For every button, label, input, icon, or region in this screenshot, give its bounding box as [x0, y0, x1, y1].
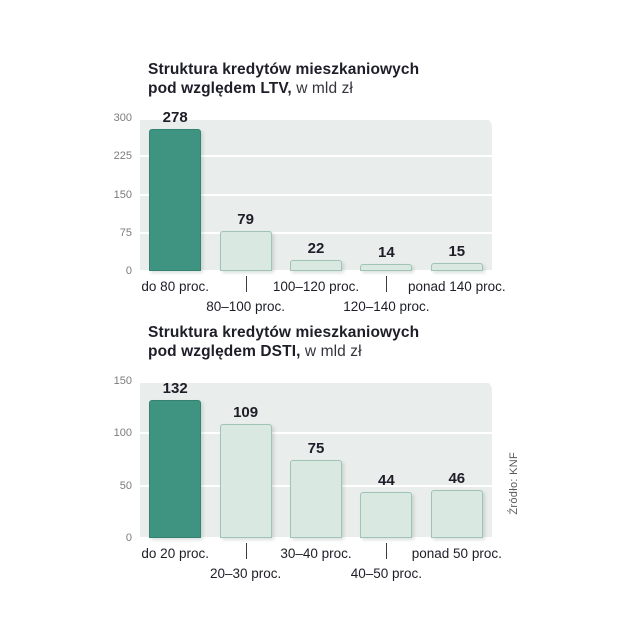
chart-1-title: Struktura kredytów mieszkaniowych pod wz…	[148, 60, 419, 98]
gridline	[140, 270, 492, 272]
bar	[149, 129, 202, 271]
bar-value-label: 14	[378, 243, 395, 261]
category-label: do 20 proc.	[141, 546, 209, 561]
category-tick	[386, 543, 388, 559]
bar	[219, 230, 272, 271]
category-label: 80–100 proc.	[206, 299, 285, 314]
category-label: 100–120 proc.	[272, 279, 360, 294]
category-label: do 80 proc.	[141, 279, 209, 294]
source-credit: Źródło: KNF	[508, 452, 520, 515]
y-axis-label: 150	[113, 188, 132, 201]
bar	[290, 259, 342, 271]
chart-1-title-line1: Struktura kredytów mieszkaniowych	[148, 61, 420, 78]
y-axis-label: 50	[119, 479, 132, 492]
bar-value-label: 109	[233, 403, 259, 421]
bar	[430, 263, 483, 271]
bar-value-label: 278	[162, 109, 188, 127]
gridline	[140, 193, 492, 196]
category-tick	[386, 276, 388, 292]
bar	[430, 489, 483, 538]
bar-value-label: 79	[237, 210, 254, 228]
y-axis-label: 0	[125, 532, 132, 544]
y-axis-label: 300	[113, 112, 132, 124]
category-label: ponad 50 proc.	[411, 546, 502, 561]
chart-2-title-line1: Struktura kredytów mieszkaniowych	[148, 324, 420, 341]
gridline	[140, 231, 492, 234]
category-tick	[245, 543, 247, 559]
bar	[290, 459, 342, 538]
bar-value-label: 75	[307, 439, 325, 457]
chart-1-plot-area	[140, 118, 492, 272]
y-axis-label: 100	[113, 427, 132, 440]
gridline	[140, 381, 492, 383]
category-label: 30–40 proc.	[280, 546, 352, 561]
gridline	[140, 118, 492, 120]
chart-2-title-line2: pod względem DSTI, w mld zł	[148, 343, 362, 360]
category-label: 120–140 proc.	[343, 299, 430, 314]
bar	[360, 491, 413, 538]
bar	[360, 263, 413, 271]
chart-2-title: Struktura kredytów mieszkaniowych pod wz…	[148, 323, 419, 361]
bar-value-label: 22	[307, 239, 325, 257]
gridline	[140, 155, 492, 158]
category-label: 40–50 proc.	[350, 566, 423, 581]
y-axis-label: 225	[113, 150, 132, 163]
bar-value-label: 44	[378, 471, 395, 489]
y-axis-label: 75	[119, 226, 132, 239]
category-tick	[245, 276, 247, 292]
chart-2-plot-area	[140, 381, 492, 539]
bar-value-label: 15	[448, 243, 466, 261]
gridline	[140, 537, 492, 539]
category-label: ponad 140 proc.	[408, 279, 506, 294]
y-axis-label: 150	[113, 375, 132, 387]
bar-value-label: 46	[448, 469, 466, 487]
bar	[219, 423, 272, 538]
bar-value-label: 132	[162, 379, 188, 397]
chart-1-title-line2: pod względem LTV, w mld zł	[148, 80, 353, 97]
y-axis-label: 0	[125, 265, 132, 277]
gridline	[140, 432, 492, 435]
category-label: 20–30 proc.	[209, 566, 282, 581]
bar	[149, 399, 202, 538]
